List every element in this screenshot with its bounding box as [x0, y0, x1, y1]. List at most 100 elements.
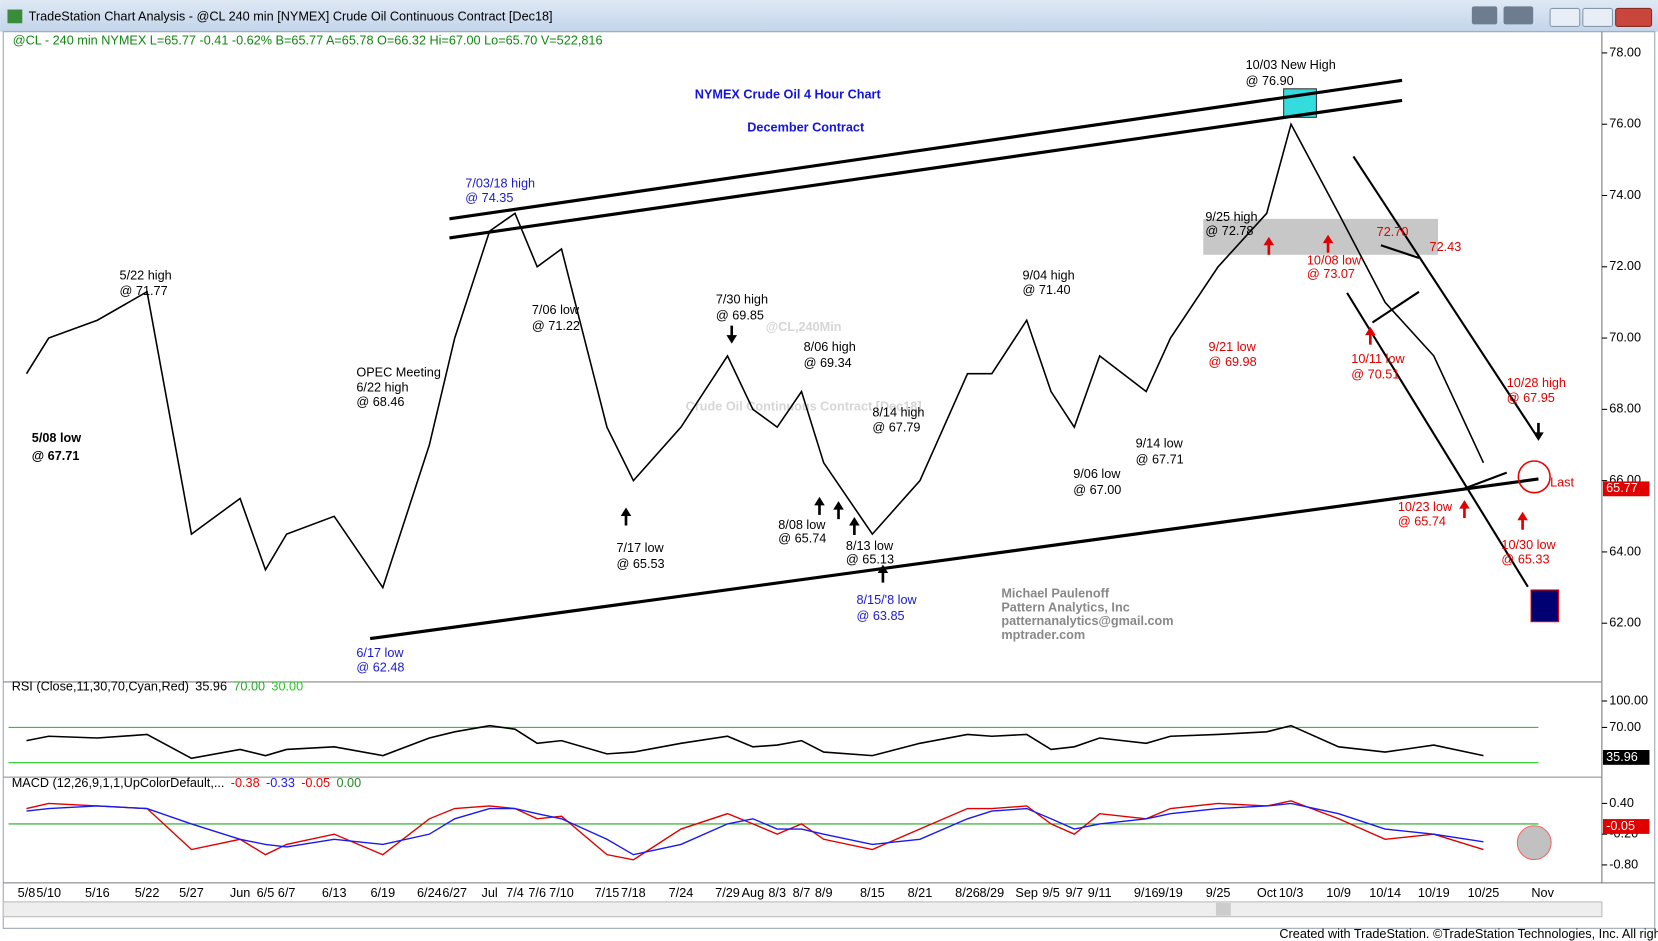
last-value-label: -0.05 — [1606, 819, 1635, 833]
annotation: @ 69.85 — [716, 308, 764, 322]
x-tick-label: 8/7 — [793, 886, 811, 900]
annotation: @ 71.40 — [1022, 283, 1070, 297]
annotation: @ 67.71 — [1136, 452, 1184, 466]
x-tick-label: 6/19 — [370, 886, 395, 900]
channel-bottom — [369, 477, 1539, 641]
x-tick-label: 7/6 — [528, 886, 546, 900]
annotation: 8/13 low — [846, 539, 894, 553]
y-tick-label: 78.00 — [1609, 45, 1641, 59]
x-tick-label: 9/25 — [1206, 886, 1231, 900]
x-tick-label: 10/19 — [1418, 886, 1450, 900]
annotation: 9/25 high — [1205, 210, 1257, 224]
down-line — [1352, 155, 1540, 440]
annotation: 10/03 New High — [1246, 58, 1336, 72]
credit: patternanalytics@gmail.com — [1001, 614, 1173, 628]
x-tick-label: 7/18 — [621, 886, 646, 900]
macd-circle — [1516, 825, 1552, 861]
x-tick-label: Aug — [742, 886, 765, 900]
x-tick-label: 7/24 — [669, 886, 694, 900]
annotation: @ 72.78 — [1205, 224, 1253, 238]
arrow-head — [1263, 236, 1275, 246]
y-tick-label: 100.00 — [1609, 693, 1648, 707]
watermark: @CL,240Min Crude Oil Continuous Contract… — [686, 320, 922, 413]
x-tick-label: Sep — [1015, 886, 1038, 900]
chart-title: NYMEX Crude Oil 4 Hour Chart — [695, 88, 882, 102]
flag-line — [1380, 244, 1420, 259]
minimize-button[interactable] — [1549, 7, 1581, 27]
credit: Michael Paulenoff — [1001, 587, 1110, 601]
window-title: TradeStation Chart Analysis - @CL 240 mi… — [29, 9, 553, 23]
maximize-button[interactable] — [1582, 7, 1613, 27]
x-tick-label: 6/5 — [257, 886, 275, 900]
target-box — [1530, 589, 1560, 623]
x-tick-label: 9/16 — [1134, 886, 1159, 900]
x-tick-label: 8/21 — [908, 886, 933, 900]
rsi-legend: 30.00 — [271, 680, 303, 694]
annotation: 9/14 low — [1136, 436, 1184, 450]
rsi-legend: 70.00 — [233, 680, 265, 694]
x-tick-label: 8/3 — [768, 886, 786, 900]
y-tick-label: 62.00 — [1609, 616, 1641, 630]
macd-legend: -0.33 — [266, 776, 295, 790]
chart-subtitle: December Contract — [747, 120, 865, 134]
annotation: 6/22 high — [356, 380, 408, 394]
symbol-button[interactable] — [1471, 6, 1498, 25]
trendlines — [369, 78, 1539, 641]
footer: Created with TradeStation. ©TradeStation… — [1279, 927, 1658, 941]
rsi-line — [26, 724, 1484, 760]
status-line: @CL - 240 min NYMEX L=65.77 -0.41 -0.62%… — [13, 34, 603, 48]
annotation: 7/06 low — [532, 303, 580, 317]
macd-line — [26, 802, 1484, 856]
y-tick-label: 76.00 — [1609, 117, 1641, 131]
annotation: @ 67.00 — [1073, 483, 1121, 497]
title-bar — [0, 0, 1658, 32]
x-tick-label: 6/13 — [322, 886, 347, 900]
x-tick-label: 5/10 — [36, 886, 61, 900]
scroll-thumb[interactable] — [1215, 902, 1231, 916]
annotation: 72.43 — [1430, 240, 1462, 254]
annotation: 8/06 high — [804, 340, 856, 354]
annotation: 10/23 low — [1398, 500, 1453, 514]
annotation: @ 73.07 — [1307, 267, 1355, 281]
y-tick-label: 64.00 — [1609, 544, 1641, 558]
app-icon — [7, 9, 23, 24]
x-tick-label: 7/4 — [506, 886, 524, 900]
x-tick-label: 10/25 — [1468, 886, 1500, 900]
x-tick-label: Nov — [1531, 886, 1554, 900]
y-tick-label: 0.40 — [1609, 796, 1634, 810]
x-tick-label: 10/14 — [1369, 886, 1401, 900]
last-circle — [1517, 460, 1551, 494]
annotation: 9/04 high — [1022, 268, 1074, 282]
annotation: 5/08 low — [32, 431, 81, 445]
x-tick-label: 5/22 — [135, 886, 160, 900]
x-tick-label: Oct — [1257, 886, 1277, 900]
annotation: 8/14 high — [872, 406, 924, 420]
arrows — [620, 234, 1544, 583]
annotation: @ 67.71 — [32, 449, 80, 463]
x-tick-label: 8/26 — [955, 886, 980, 900]
annotation: @ 69.98 — [1209, 355, 1257, 369]
annotation: Last — [1550, 476, 1574, 490]
x-tick-label: 6/27 — [442, 886, 467, 900]
x-tick-label: 5/16 — [85, 886, 110, 900]
y-tick-label: 74.00 — [1609, 188, 1641, 202]
flag-line — [1371, 290, 1420, 324]
x-tick-label: 9/19 — [1158, 886, 1183, 900]
annotation: @ 65.74 — [1398, 515, 1446, 529]
macd-line — [26, 800, 1484, 861]
arrow-head — [833, 501, 844, 510]
x-tick-label: 7/15 — [595, 886, 620, 900]
arrow-head — [1533, 432, 1544, 441]
options-button[interactable] — [1503, 6, 1534, 25]
channel-top-inner — [449, 98, 1403, 240]
x-tick-label: 6/7 — [278, 886, 296, 900]
annotation: 10/30 low — [1501, 538, 1556, 552]
annotation: @ 65.13 — [846, 553, 894, 567]
last-value-tag — [1602, 750, 1650, 765]
scrollbar[interactable] — [2, 901, 1603, 918]
x-tick-label: 9/11 — [1088, 886, 1112, 900]
down-channel — [1346, 155, 1540, 588]
y-tick-label: 72.00 — [1609, 259, 1641, 273]
close-button[interactable] — [1615, 7, 1653, 27]
annotation: @ 71.22 — [532, 319, 580, 333]
